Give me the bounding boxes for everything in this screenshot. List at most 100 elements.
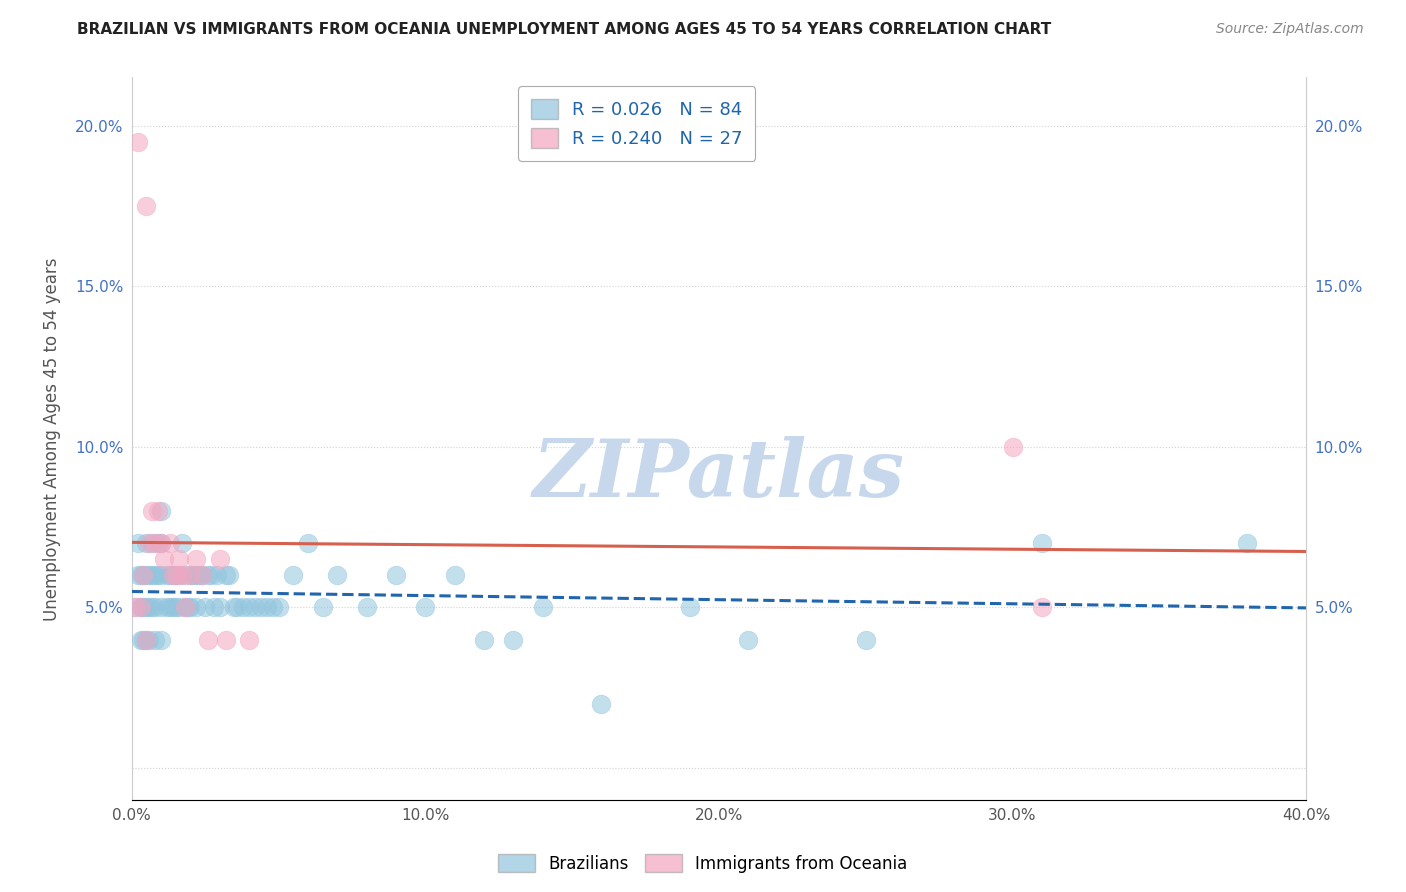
Point [191, 568, 214, 582]
Point [141, 600, 163, 615]
Point [678, 600, 700, 615]
Point [173, 568, 195, 582]
Point [135, 199, 157, 213]
Point [218, 568, 240, 582]
Point [165, 600, 187, 615]
Point [591, 697, 613, 711]
Point [243, 600, 266, 615]
Point [215, 632, 238, 647]
Point [356, 600, 378, 615]
Point [173, 600, 195, 615]
Point [150, 536, 173, 550]
Point [165, 568, 187, 582]
Point [150, 504, 173, 518]
Point [138, 568, 160, 582]
Point [153, 552, 176, 566]
Point [132, 632, 155, 647]
Point [159, 600, 181, 615]
Point [135, 632, 157, 647]
Point [135, 568, 157, 582]
Point [1001, 440, 1024, 454]
Point [215, 568, 238, 582]
Point [156, 568, 179, 582]
Point [197, 632, 219, 647]
Point [141, 536, 163, 550]
Point [167, 568, 190, 582]
Point [150, 632, 173, 647]
Point [232, 600, 254, 615]
Point [188, 568, 211, 582]
Point [146, 504, 169, 518]
Point [162, 568, 184, 582]
Point [146, 536, 169, 550]
Point [129, 600, 152, 615]
Point [267, 600, 290, 615]
Point [156, 600, 179, 615]
Point [1031, 600, 1053, 615]
Point [326, 568, 349, 582]
Point [224, 600, 246, 615]
Point [183, 568, 205, 582]
Point [283, 568, 305, 582]
Point [135, 536, 157, 550]
Point [167, 552, 190, 566]
Point [208, 552, 231, 566]
Point [170, 536, 193, 550]
Point [194, 600, 217, 615]
Point [262, 600, 284, 615]
Point [297, 536, 319, 550]
Point [167, 600, 190, 615]
Point [150, 600, 173, 615]
Point [737, 632, 759, 647]
Point [186, 568, 208, 582]
Legend: Brazilians, Immigrants from Oceania: Brazilians, Immigrants from Oceania [492, 847, 914, 880]
Point [205, 568, 228, 582]
Point [443, 568, 465, 582]
Point [531, 600, 554, 615]
Point [129, 632, 152, 647]
Point [132, 600, 155, 615]
Text: BRAZILIAN VS IMMIGRANTS FROM OCEANIA UNEMPLOYMENT AMONG AGES 45 TO 54 YEARS CORR: BRAZILIAN VS IMMIGRANTS FROM OCEANIA UNE… [77, 22, 1052, 37]
Text: Source: ZipAtlas.com: Source: ZipAtlas.com [1216, 22, 1364, 37]
Point [129, 568, 152, 582]
Y-axis label: Unemployment Among Ages 45 to 54 years: Unemployment Among Ages 45 to 54 years [44, 257, 60, 621]
Point [143, 632, 166, 647]
Point [855, 632, 877, 647]
Point [143, 568, 166, 582]
Point [138, 600, 160, 615]
Point [124, 600, 146, 615]
Point [162, 568, 184, 582]
Point [150, 568, 173, 582]
Point [186, 552, 208, 566]
Point [170, 568, 193, 582]
Point [143, 536, 166, 550]
Point [179, 568, 201, 582]
Point [143, 600, 166, 615]
Point [159, 568, 181, 582]
Point [415, 600, 437, 615]
Point [127, 568, 149, 582]
Point [179, 568, 201, 582]
Point [186, 600, 208, 615]
Point [162, 600, 184, 615]
Point [173, 600, 195, 615]
Point [127, 135, 149, 149]
Point [311, 600, 333, 615]
Point [141, 568, 163, 582]
Text: ZIPatlas: ZIPatlas [533, 436, 905, 514]
Point [208, 600, 231, 615]
Point [150, 536, 173, 550]
Point [135, 600, 157, 615]
Point [238, 632, 260, 647]
Point [138, 536, 160, 550]
Point [200, 568, 222, 582]
Point [132, 568, 155, 582]
Point [159, 536, 181, 550]
Point [256, 600, 278, 615]
Point [132, 568, 155, 582]
Point [176, 600, 198, 615]
Point [138, 632, 160, 647]
Point [238, 600, 260, 615]
Point [502, 632, 524, 647]
Point [191, 568, 214, 582]
